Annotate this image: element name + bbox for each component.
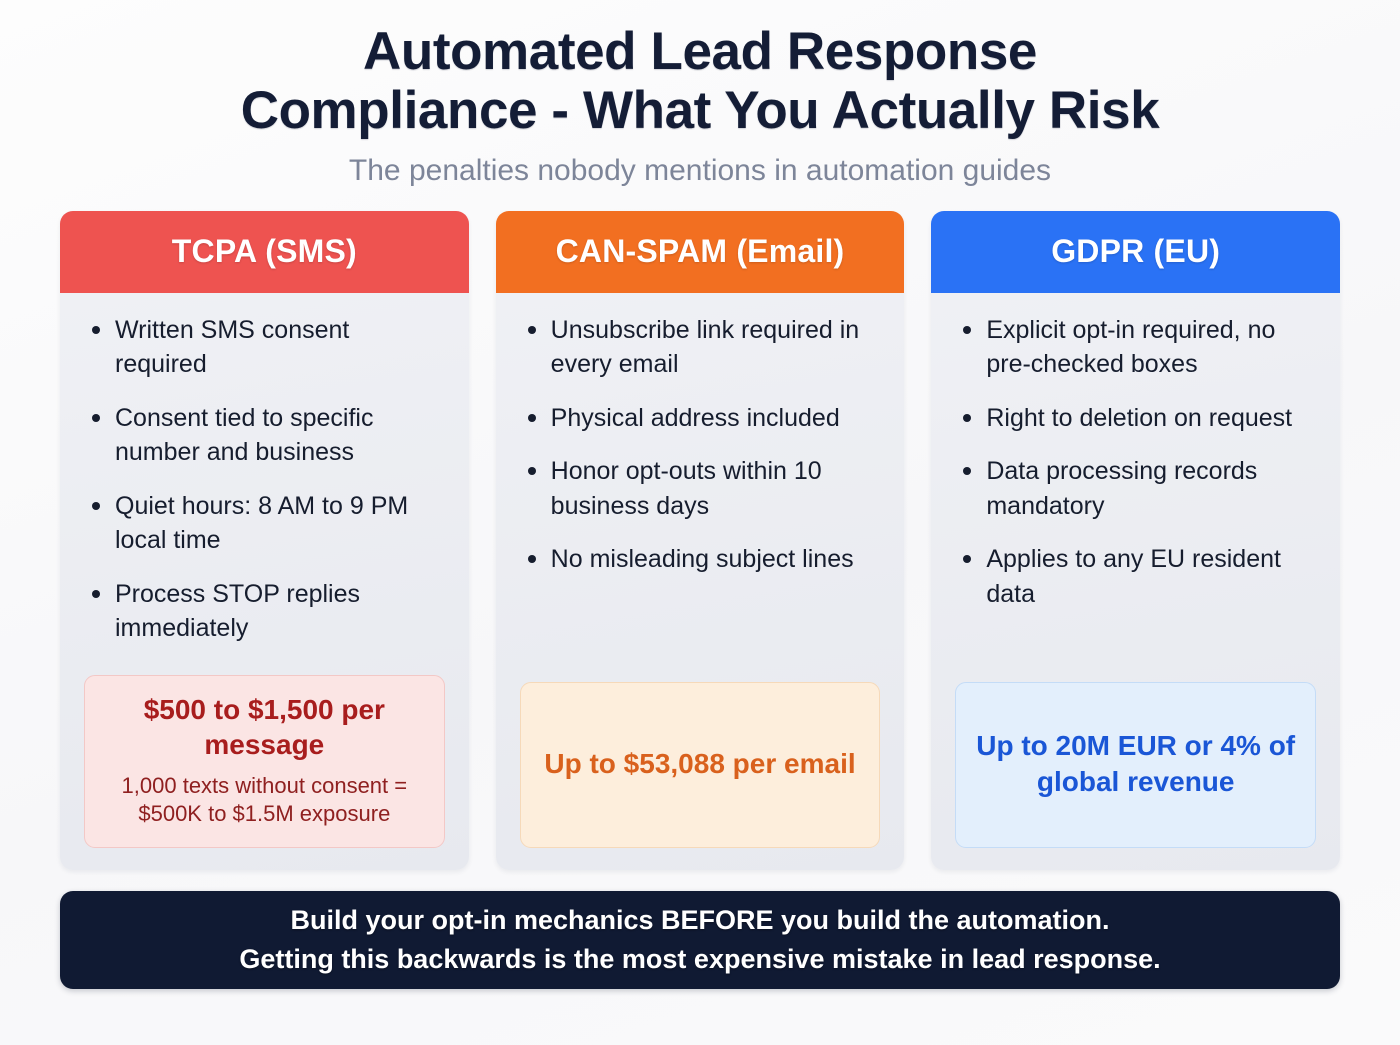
bullet-text: Unsubscribe link required in every email	[550, 315, 860, 379]
compliance-cards-row: TCPA (SMS) Written SMS consent required …	[0, 189, 1400, 870]
bullet-dot-icon	[92, 413, 100, 422]
list-item: Unsubscribe link required in every email	[520, 313, 881, 382]
list-item: Data processing records mandatory	[955, 454, 1316, 523]
bullet-list-canspam: Unsubscribe link required in every email…	[520, 313, 881, 662]
card-gdpr: GDPR (EU) Explicit opt-in required, no p…	[931, 210, 1341, 870]
bullet-text: Data processing records mandatory	[986, 457, 1258, 520]
card-body-gdpr: Explicit opt-in required, no pre-checked…	[931, 293, 1340, 870]
footer-line-2: Getting this backwards is the most expen…	[239, 943, 1161, 974]
bullet-dot-icon	[527, 325, 536, 334]
penalty-amount-canspam: Up to $53,088 per email	[544, 748, 856, 780]
card-body-canspam: Unsubscribe link required in every email…	[496, 293, 905, 870]
bullet-dot-icon	[527, 555, 536, 564]
list-item: Applies to any EU resident data	[955, 542, 1316, 611]
bullet-text: Right to deletion on request	[986, 403, 1293, 432]
bullet-text: Physical address included	[550, 403, 840, 432]
bullet-dot-icon	[963, 555, 972, 564]
page-title: Automated Lead Response Compliance - Wha…	[70, 22, 1330, 141]
card-title-canspam: CAN-SPAM (Email)	[555, 233, 845, 270]
penalty-note-tcpa: 1,000 texts without consent = $500K to $…	[121, 772, 408, 827]
bullet-dot-icon	[963, 467, 972, 476]
bullet-text: Consent tied to specific number and busi…	[115, 403, 374, 467]
bullet-text: Quiet hours: 8 AM to 9 PM local time	[115, 491, 409, 555]
penalty-box-tcpa: $500 to $1,500 per message 1,000 texts w…	[84, 675, 445, 848]
card-title-gdpr: GDPR (EU)	[1051, 233, 1221, 270]
card-tcpa: TCPA (SMS) Written SMS consent required …	[60, 210, 469, 870]
bullet-text: No misleading subject lines	[550, 545, 854, 574]
bullet-text: Process STOP replies immediately	[115, 579, 361, 643]
bullet-dot-icon	[963, 413, 972, 422]
penalty-amount-tcpa: $500 to $1,500 per message	[143, 694, 385, 761]
list-item: Written SMS consent required	[84, 313, 445, 382]
list-item: Consent tied to specific number and busi…	[84, 401, 445, 470]
penalty-box-gdpr: Up to 20M EUR or 4% of global revenue	[955, 681, 1317, 848]
list-item: Quiet hours: 8 AM to 9 PM local time	[84, 489, 445, 558]
penalty-box-canspam: Up to $53,088 per email	[519, 681, 881, 848]
bullet-dot-icon	[963, 325, 972, 334]
bullet-dot-icon	[92, 325, 100, 334]
bullet-list-gdpr: Explicit opt-in required, no pre-checked…	[955, 313, 1316, 662]
card-body-tcpa: Written SMS consent required Consent tie…	[60, 293, 469, 870]
list-item: Explicit opt-in required, no pre-checked…	[955, 313, 1316, 382]
card-header-canspam: CAN-SPAM (Email)	[495, 210, 905, 293]
bullet-dot-icon	[92, 589, 100, 598]
bullet-list-tcpa: Written SMS consent required Consent tie…	[84, 313, 445, 655]
list-item: Honor opt-outs within 10 business days	[520, 454, 881, 523]
card-canspam: CAN-SPAM (Email) Unsubscribe link requir…	[495, 210, 905, 870]
list-item: Right to deletion on request	[955, 401, 1316, 436]
page-header: Automated Lead Response Compliance - Wha…	[0, 0, 1400, 189]
page-title-line-2: Compliance - What You Actually Risk	[240, 81, 1160, 141]
page-subtitle: The penalties nobody mentions in automat…	[348, 153, 1052, 187]
footer-line-1: Build your opt-in mechanics BEFORE you b…	[290, 904, 1110, 935]
page-title-line-1: Automated Lead Response	[362, 22, 1038, 81]
list-item: Process STOP replies immediately	[84, 577, 445, 646]
bullet-text: Honor opt-outs within 10 business days	[550, 457, 822, 520]
card-title-tcpa: TCPA (SMS)	[171, 233, 357, 270]
bullet-text: Explicit opt-in required, no pre-checked…	[986, 315, 1276, 379]
footer-banner: Build your opt-in mechanics BEFORE you b…	[60, 890, 1340, 989]
list-item: Physical address included	[520, 401, 881, 436]
penalty-amount-gdpr: Up to 20M EUR or 4% of global revenue	[976, 730, 1296, 797]
bullet-dot-icon	[92, 501, 100, 510]
bullet-dot-icon	[527, 467, 536, 476]
list-item: No misleading subject lines	[520, 542, 881, 577]
bullet-dot-icon	[527, 413, 536, 422]
card-header-tcpa: TCPA (SMS)	[60, 210, 469, 293]
card-header-gdpr: GDPR (EU)	[931, 210, 1341, 293]
bullet-text: Applies to any EU resident data	[986, 545, 1281, 608]
bullet-text: Written SMS consent required	[115, 315, 350, 379]
